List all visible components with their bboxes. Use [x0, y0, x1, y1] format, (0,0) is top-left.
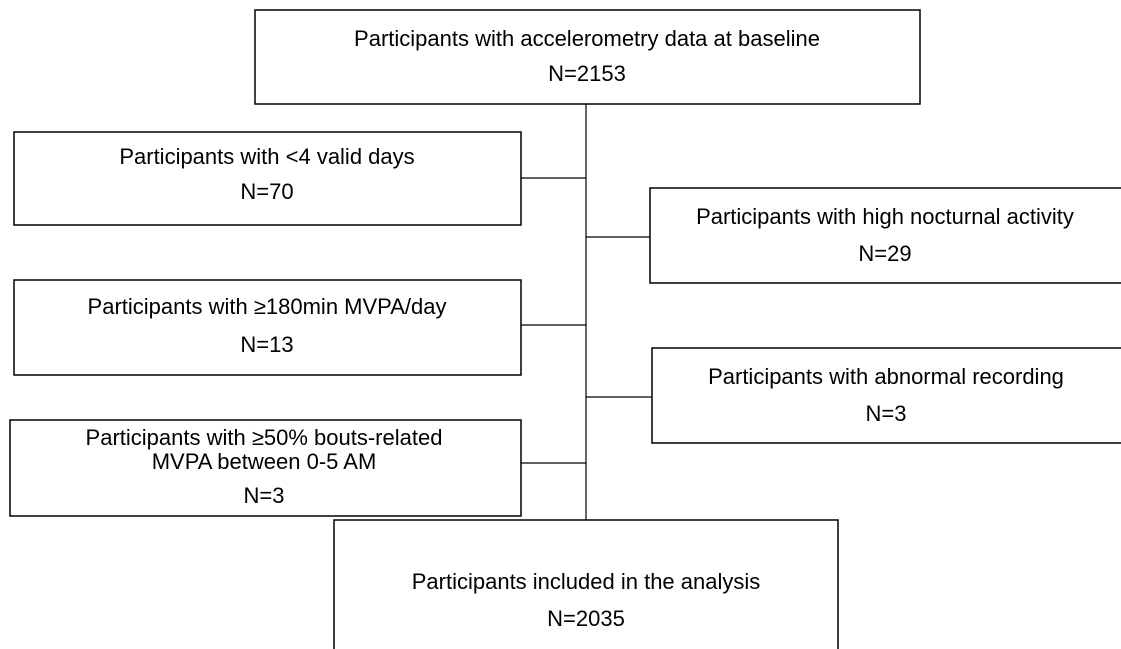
node-box — [13, 279, 522, 376]
node-text: Participants included in the analysis — [412, 569, 761, 594]
node-text: N=70 — [240, 179, 293, 204]
node-text: N=3 — [866, 401, 907, 426]
node-text: Participants with ≥180min MVPA/day — [88, 294, 447, 319]
node-text: N=2035 — [547, 606, 625, 631]
node-box — [333, 519, 839, 649]
node-text: N=2153 — [548, 61, 626, 86]
connectors — [521, 104, 652, 520]
node-text: MVPA between 0-5 AM — [152, 449, 377, 474]
node-box — [649, 187, 1121, 284]
node-text: N=29 — [858, 241, 911, 266]
node-text: Participants with abnormal recording — [708, 364, 1064, 389]
node-text: Participants with <4 valid days — [119, 144, 414, 169]
node-text: N=13 — [240, 332, 293, 357]
node-box — [651, 347, 1121, 444]
node-text: N=3 — [244, 483, 285, 508]
node-text: Participants with accelerometry data at … — [354, 26, 820, 51]
node-box — [13, 131, 522, 226]
node-text: Participants with ≥50% bouts-related — [86, 425, 443, 450]
node-text: Participants with high nocturnal activit… — [696, 204, 1074, 229]
node-box — [254, 9, 921, 105]
node-box — [9, 419, 522, 517]
